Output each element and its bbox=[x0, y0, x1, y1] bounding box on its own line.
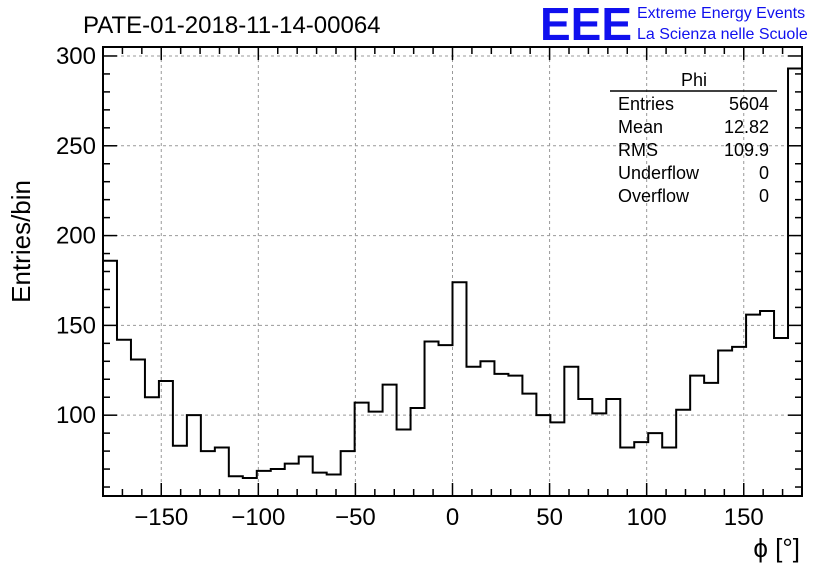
stats-value: 5604 bbox=[729, 94, 769, 114]
histogram-bin bbox=[299, 456, 313, 496]
histogram-bin bbox=[480, 361, 494, 496]
y-tick-label: 300 bbox=[56, 43, 96, 70]
x-tick-label: 0 bbox=[446, 504, 459, 531]
y-tick-label: 250 bbox=[56, 133, 96, 160]
axes bbox=[102, 46, 803, 497]
histogram-bin bbox=[592, 413, 606, 496]
stats-label: Overflow bbox=[618, 186, 690, 206]
histogram-bin bbox=[760, 311, 774, 496]
x-axis-label: ϕ [°] bbox=[753, 533, 800, 563]
histogram-bin bbox=[355, 403, 369, 496]
stats-value: 0 bbox=[759, 186, 769, 206]
stats-box: Phi Entries 5604 Mean 12.82 RMS 109.9 Underflo… bbox=[610, 70, 777, 206]
histogram-bin bbox=[774, 338, 788, 496]
histogram-bin bbox=[508, 376, 522, 496]
eee-logo-mark: EEE bbox=[540, 0, 632, 50]
histogram-outline bbox=[103, 67, 802, 480]
stats-box-title: Phi bbox=[681, 70, 707, 90]
stats-value: 12.82 bbox=[724, 117, 769, 137]
histogram-layer bbox=[103, 67, 802, 496]
histogram-bin bbox=[606, 399, 620, 496]
x-tick-label: −50 bbox=[335, 504, 376, 531]
stats-rows: Entries 5604 Mean 12.82 RMS 109.9 Underflow 0 Ov… bbox=[618, 94, 769, 206]
chart-title: PATE-01-2018-11-14-00064 bbox=[83, 12, 381, 39]
histogram-bin bbox=[201, 451, 215, 496]
histogram-bin bbox=[550, 422, 564, 496]
histogram-bin bbox=[229, 476, 243, 496]
histogram-bin bbox=[536, 415, 550, 496]
x-tick-label: 150 bbox=[724, 504, 764, 531]
tick-labels: −150 −100 −50 0 50 100 150 100 150 200 250 300 bbox=[56, 43, 764, 531]
x-tick-label: −100 bbox=[231, 504, 285, 531]
histogram-bin bbox=[313, 473, 327, 496]
histogram-bin bbox=[215, 448, 229, 496]
histogram-bin bbox=[341, 451, 355, 496]
histogram-bin bbox=[117, 340, 131, 496]
x-tick-label: −150 bbox=[134, 504, 188, 531]
histogram-bin bbox=[159, 381, 173, 496]
histogram-bin bbox=[704, 383, 718, 496]
stats-label: Mean bbox=[618, 117, 663, 137]
histogram-bin bbox=[578, 399, 592, 496]
histogram-bin bbox=[243, 478, 257, 496]
x-tick-label: 50 bbox=[536, 504, 563, 531]
y-tick-label: 150 bbox=[56, 312, 96, 339]
histogram-bin bbox=[718, 351, 732, 496]
stats-label: Entries bbox=[618, 94, 674, 114]
histogram-bin bbox=[564, 367, 578, 496]
histogram-bin bbox=[103, 261, 117, 496]
histogram-bin bbox=[690, 376, 704, 496]
histogram-bin bbox=[397, 430, 411, 496]
histogram-bin bbox=[425, 342, 439, 496]
histogram-bin bbox=[676, 410, 690, 496]
histogram-bin bbox=[522, 394, 536, 496]
y-axis-label: Entries/bin bbox=[6, 180, 36, 303]
histogram-bin bbox=[145, 397, 159, 496]
histogram-bin bbox=[439, 345, 453, 496]
histogram-bin bbox=[788, 69, 802, 496]
histogram-bin bbox=[466, 367, 480, 496]
y-tick-label: 100 bbox=[56, 402, 96, 429]
stats-label: Underflow bbox=[618, 163, 700, 183]
histogram-bin bbox=[411, 408, 425, 496]
histogram-bin bbox=[494, 374, 508, 496]
histogram-bin bbox=[383, 385, 397, 496]
y-tick-label: 200 bbox=[56, 223, 96, 250]
histogram-bin bbox=[131, 360, 145, 496]
stats-value: 0 bbox=[759, 163, 769, 183]
histogram-bin bbox=[173, 446, 187, 496]
logo-line-2: La Scienza nelle Scuole bbox=[637, 26, 808, 43]
x-tick-label: 100 bbox=[627, 504, 667, 531]
logo-line-1: Extreme Energy Events bbox=[637, 5, 805, 22]
stats-value: 109.9 bbox=[724, 140, 769, 160]
histogram-bin bbox=[648, 433, 662, 496]
stats-label: RMS bbox=[618, 140, 658, 160]
histogram-bin bbox=[662, 448, 676, 496]
histogram-bin bbox=[746, 315, 760, 496]
histogram-bin bbox=[187, 415, 201, 496]
histogram-bin bbox=[327, 474, 341, 496]
histogram-bin bbox=[620, 448, 634, 496]
histogram-bin bbox=[369, 412, 383, 496]
histogram-bin bbox=[732, 347, 746, 496]
histogram-bin bbox=[453, 282, 467, 496]
